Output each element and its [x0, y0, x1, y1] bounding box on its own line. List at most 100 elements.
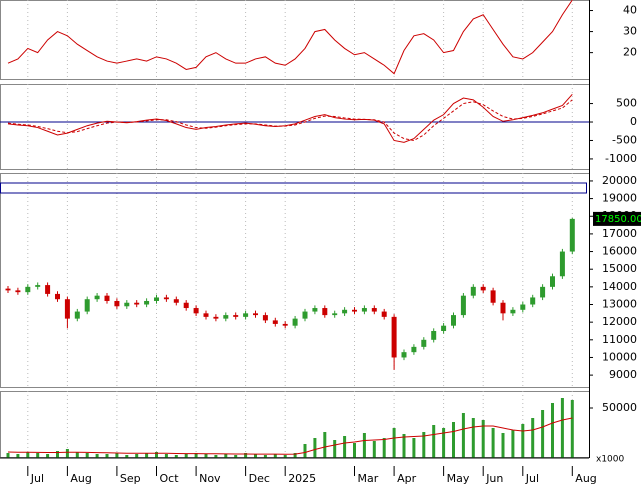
candle-body	[530, 297, 536, 305]
empty-panel-box	[0, 182, 587, 194]
candle-body	[292, 318, 298, 326]
candle-body	[203, 313, 209, 317]
volume-bar	[254, 454, 257, 458]
candle-body	[510, 309, 516, 314]
volume-bar	[164, 454, 168, 458]
y-tick-label: 30	[623, 25, 637, 38]
candle-body	[144, 300, 150, 305]
volume-bar	[521, 424, 525, 458]
candle-body	[352, 309, 357, 312]
y-tick-label: 19000	[602, 192, 637, 205]
candle-body	[124, 302, 130, 307]
candle-body	[421, 339, 427, 347]
y-tick-label: 9000	[609, 368, 637, 381]
candle-body	[480, 286, 486, 291]
volume-bar	[65, 449, 69, 458]
volume-bar	[244, 453, 248, 458]
candle-body	[550, 276, 555, 287]
candle-body	[84, 299, 90, 312]
volume-bar	[343, 436, 347, 458]
volume-bar	[145, 453, 149, 458]
volume-bar	[115, 453, 119, 458]
candle-body	[500, 302, 506, 314]
x-tick-label: Aug	[70, 472, 91, 485]
candle-body	[391, 316, 397, 358]
candle-body	[559, 251, 565, 277]
volume-bar	[95, 454, 99, 458]
candle-body	[163, 297, 169, 300]
y-tick-label: 13000	[602, 298, 637, 311]
volume-bar	[293, 453, 297, 458]
volume-bar	[313, 438, 317, 458]
y-tick-label: 12000	[602, 315, 637, 328]
volume-bar	[273, 454, 277, 458]
volume-bar	[333, 440, 337, 458]
y-tick-label: 15000	[602, 262, 637, 275]
candle-body	[173, 299, 179, 303]
candle-body	[55, 293, 60, 300]
indicator-line	[7, 99, 573, 141]
y-tick-label: -500	[612, 133, 637, 146]
candle-body	[470, 286, 476, 296]
candle-body	[361, 308, 367, 312]
x-tick-label: Jul	[30, 472, 44, 485]
volume-bar	[234, 455, 238, 458]
volume-bar	[560, 398, 564, 458]
x-tick-label: 2025	[288, 472, 316, 485]
candle-body	[520, 304, 526, 310]
candle-body	[114, 300, 120, 307]
candle-body	[15, 290, 21, 293]
candle-body	[253, 313, 258, 316]
x-tick-label: Mar	[358, 472, 379, 485]
candle-body	[441, 325, 447, 331]
volume-bar	[155, 452, 158, 458]
candle-body	[262, 315, 268, 321]
candle-body	[322, 308, 328, 316]
candle-body	[401, 352, 407, 358]
volume-bar	[422, 432, 426, 458]
volume-bar	[531, 418, 535, 458]
y-tick-label: 40	[623, 4, 637, 17]
y-tick-label: 0	[630, 115, 637, 128]
volume-bar	[452, 422, 455, 458]
y-tick-label: -1000	[605, 152, 637, 165]
y-tick-label: 500	[616, 97, 637, 110]
volume-bar	[372, 441, 376, 458]
volume-bar	[362, 433, 366, 458]
candle-body	[5, 288, 11, 291]
candle-body	[282, 323, 288, 326]
volume-bar	[511, 430, 515, 458]
candle-body	[193, 308, 199, 314]
volume-bar	[6, 453, 10, 458]
y-tick-label: 14000	[602, 280, 637, 293]
candle-body	[233, 315, 239, 317]
x-tick-label: Jun	[485, 472, 503, 485]
unit-note: x1000	[596, 455, 625, 465]
candle-body	[312, 308, 318, 312]
volume-bar	[551, 403, 554, 458]
candle-body	[371, 308, 377, 312]
candle-body	[272, 320, 278, 324]
candle-body	[451, 315, 456, 326]
x-tick-label: Oct	[160, 472, 180, 485]
volume-bar	[36, 453, 40, 458]
volume-bar	[323, 432, 327, 458]
volume-bar	[135, 454, 139, 458]
candle-body	[223, 315, 229, 319]
volume-bar	[570, 400, 574, 458]
indicator-line	[7, 417, 573, 455]
candle-body	[64, 299, 70, 319]
volume-bar	[214, 455, 218, 458]
candle-body	[94, 295, 100, 300]
candle-body	[569, 218, 575, 252]
candle-body	[490, 290, 496, 303]
volume-bar	[402, 434, 406, 458]
y-tick-label: 11000	[602, 333, 637, 346]
y-tick-label: 16000	[602, 245, 637, 258]
volume-bar	[85, 453, 89, 458]
volume-bar	[283, 455, 287, 458]
y-tick-label: 20	[623, 46, 637, 59]
candle-body	[332, 313, 338, 316]
candle-body	[213, 316, 219, 319]
